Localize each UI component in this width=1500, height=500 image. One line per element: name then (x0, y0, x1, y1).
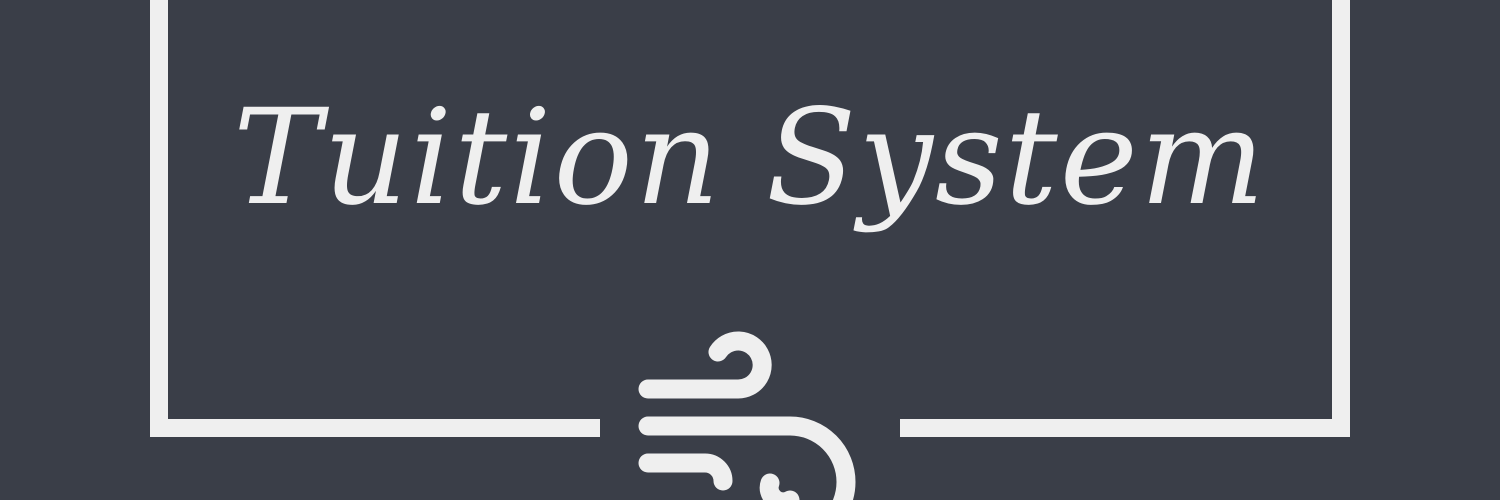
wind-icon (638, 331, 856, 500)
frame-bottom-right-border (900, 419, 1350, 437)
brand-title: Tuition System (232, 81, 1268, 235)
frame-left-border (150, 0, 168, 437)
frame-right-border (1332, 0, 1350, 437)
frame-bottom-left-border (150, 419, 600, 437)
